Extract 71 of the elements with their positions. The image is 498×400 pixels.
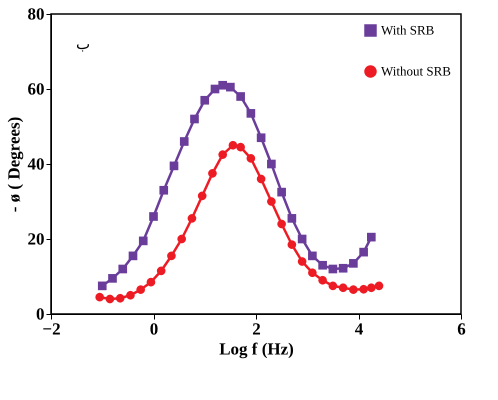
- point: [167, 252, 176, 260]
- point: [98, 282, 107, 290]
- point: [218, 150, 228, 159]
- point: [208, 169, 217, 178]
- point: [298, 234, 306, 244]
- point: [226, 82, 235, 92]
- point: [236, 92, 245, 101]
- point: [200, 96, 210, 105]
- point: [159, 186, 168, 195]
- y-tick-label: 0: [36, 304, 44, 324]
- point: [136, 285, 146, 294]
- x-tick-label: −2: [42, 320, 61, 338]
- point: [210, 84, 220, 94]
- point: [188, 214, 196, 223]
- point: [338, 283, 348, 292]
- y-tick-label: 40: [28, 154, 44, 174]
- point: [308, 252, 317, 260]
- x-tick-label: 0: [150, 320, 158, 338]
- point: [236, 142, 245, 152]
- point: [288, 240, 296, 249]
- point: [277, 188, 286, 196]
- point: [318, 276, 327, 285]
- point: [126, 290, 135, 300]
- point: [190, 114, 199, 124]
- point: [256, 133, 266, 142]
- point: [198, 192, 207, 200]
- point: [146, 278, 156, 286]
- y-tick-label: 20: [28, 230, 44, 248]
- point: [246, 109, 256, 118]
- point: [328, 264, 338, 274]
- y-axis-title: - ø ( Degrees): [4, 116, 24, 212]
- point: [108, 274, 117, 283]
- point: [288, 214, 296, 223]
- point: [106, 294, 114, 304]
- point: [246, 154, 256, 163]
- x-tick-label: 4: [354, 320, 364, 338]
- x-tick-label: 2: [252, 320, 261, 338]
- point: [170, 162, 178, 170]
- annotation: ب: [76, 37, 90, 53]
- point: [156, 266, 166, 276]
- point: [366, 232, 376, 242]
- point: [95, 292, 104, 302]
- point: [359, 284, 368, 294]
- point: [328, 282, 338, 290]
- point: [308, 268, 317, 278]
- point: [359, 248, 368, 256]
- point: [256, 174, 266, 184]
- point: [228, 140, 238, 150]
- point: [366, 283, 376, 292]
- point: [374, 282, 384, 290]
- point: [298, 257, 306, 266]
- point: [116, 294, 125, 303]
- legend-label: With SRB: [381, 22, 435, 38]
- point: [318, 260, 327, 270]
- point: [277, 220, 286, 228]
- point: [118, 264, 128, 274]
- y-tick-label: 60: [28, 80, 44, 98]
- x-axis-title: Log f (Hz): [219, 340, 294, 358]
- point: [128, 252, 138, 260]
- point: [138, 236, 148, 246]
- point: [349, 285, 358, 294]
- x-tick-label: 6: [457, 320, 466, 338]
- point: [349, 259, 358, 268]
- point: [180, 137, 189, 146]
- legend-label: Without SRB: [381, 64, 452, 78]
- point: [149, 212, 158, 221]
- point: [338, 264, 348, 273]
- point: [177, 234, 186, 244]
- point: [267, 160, 276, 168]
- point: [267, 197, 276, 206]
- y-tick-label: 80: [28, 4, 44, 24]
